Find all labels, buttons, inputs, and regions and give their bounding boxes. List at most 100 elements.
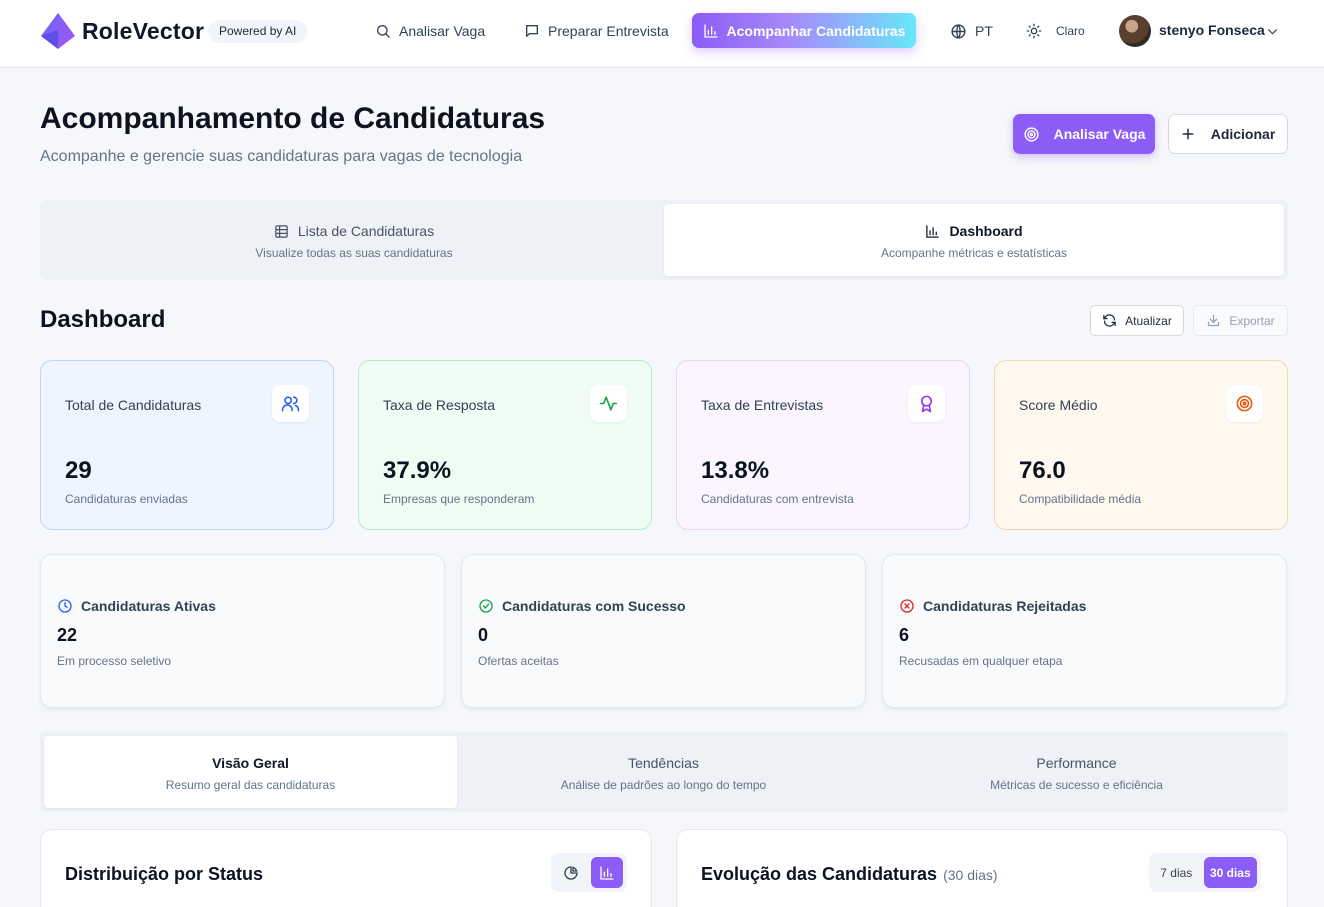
tab-dashboard-label: Dashboard bbox=[949, 223, 1023, 239]
tab-performance[interactable]: Performance Métricas de sucesso e eficiê… bbox=[870, 736, 1283, 808]
stat-value: 76.0 bbox=[1019, 457, 1066, 484]
bar-chart-icon bbox=[926, 224, 940, 238]
target-icon bbox=[1023, 126, 1039, 142]
stat-value: 13.8% bbox=[701, 457, 770, 484]
evolution-panel-title: Evolução das Candidaturas (30 dias) bbox=[701, 864, 998, 885]
stat-desc: Compatibilidade média bbox=[1019, 492, 1142, 506]
theme-toggle[interactable]: Claro bbox=[1026, 14, 1085, 48]
powered-badge: Powered by AI bbox=[208, 20, 308, 43]
nav-track-label: Acompanhar Candidaturas bbox=[726, 22, 906, 39]
stat-desc: Candidaturas com entrevista bbox=[701, 492, 854, 506]
tab-applications-list[interactable]: Lista de Candidaturas Visualize todas as… bbox=[44, 204, 664, 276]
refresh-button[interactable]: Atualizar bbox=[1090, 305, 1184, 336]
evolution-period: (30 dias) bbox=[943, 867, 998, 883]
range-30-days[interactable]: 30 dias bbox=[1203, 857, 1257, 888]
stat-value: 37.9% bbox=[383, 457, 452, 484]
brand-name: RoleVector bbox=[82, 17, 205, 44]
download-icon bbox=[1208, 314, 1220, 327]
check-circle-icon bbox=[479, 599, 493, 613]
stat-desc: Candidaturas enviadas bbox=[65, 492, 188, 506]
nav-analyze-label: Analisar Vaga bbox=[399, 23, 486, 39]
stat-label: Taxa de Entrevistas bbox=[701, 397, 824, 413]
summary-value: 0 bbox=[478, 625, 489, 645]
summary-card-success: Candidaturas com Sucesso 0 Ofertas aceit… bbox=[461, 554, 866, 708]
stat-label: Score Médio bbox=[1019, 397, 1098, 413]
tab-overview-label: Visão Geral bbox=[212, 755, 289, 771]
stat-icon-box bbox=[908, 385, 945, 422]
export-button[interactable]: Exportar bbox=[1193, 305, 1288, 336]
period-toggle: 7 dias 30 dias bbox=[1149, 853, 1261, 892]
summary-title: Candidaturas Ativas bbox=[57, 598, 216, 614]
stat-card-average-score: Score Médio 76.0 Compatibilidade média bbox=[994, 360, 1288, 530]
bar-chart-icon bbox=[600, 865, 614, 880]
language-selector[interactable]: PT bbox=[950, 14, 993, 48]
avatar[interactable] bbox=[1119, 15, 1151, 47]
sub-tabs: Visão Geral Resumo geral das candidatura… bbox=[40, 732, 1288, 812]
summary-card-active: Candidaturas Ativas 22 Em processo selet… bbox=[40, 554, 445, 708]
message-square-icon bbox=[526, 25, 538, 37]
stat-card-response-rate: Taxa de Resposta 37.9% Empresas que resp… bbox=[358, 360, 652, 530]
summary-value: 6 bbox=[899, 625, 910, 645]
stat-card-interview-rate: Taxa de Entrevistas 13.8% Candidaturas c… bbox=[676, 360, 970, 530]
tab-dashboard[interactable]: Dashboard Acompanhe métricas e estatísti… bbox=[664, 204, 1284, 276]
clock-icon bbox=[58, 599, 72, 613]
activity-icon bbox=[599, 396, 618, 411]
chevron-down-icon[interactable] bbox=[1266, 25, 1279, 38]
stat-icon-box bbox=[272, 385, 309, 422]
nav-prepare-interview[interactable]: Preparar Entrevista bbox=[524, 14, 669, 48]
summary-desc: Ofertas aceitas bbox=[478, 654, 559, 668]
tab-applications-desc: Visualize todas as suas candidaturas bbox=[255, 246, 453, 260]
status-distribution-panel: Distribuição por Status bbox=[40, 829, 652, 907]
summary-label: Candidaturas Ativas bbox=[81, 598, 216, 614]
summary-label: Candidaturas Rejeitadas bbox=[923, 598, 1087, 614]
chart-type-toggle bbox=[551, 853, 627, 892]
stat-value: 29 bbox=[65, 457, 92, 484]
tab-applications-label: Lista de Candidaturas bbox=[297, 223, 435, 239]
tab-overview-desc: Resumo geral das candidaturas bbox=[165, 778, 336, 792]
summary-card-rejected: Candidaturas Rejeitadas 6 Recusadas em q… bbox=[882, 554, 1287, 708]
status-panel-title: Distribuição por Status bbox=[65, 864, 264, 884]
plus-icon bbox=[1182, 128, 1194, 140]
evolution-title-text: Evolução das Candidaturas bbox=[701, 864, 938, 884]
table-icon bbox=[275, 224, 288, 238]
stat-desc: Empresas que responderam bbox=[383, 492, 535, 506]
pie-chart-toggle[interactable] bbox=[555, 857, 587, 888]
user-name[interactable]: stenyo Fonseca bbox=[1159, 22, 1265, 38]
target-icon bbox=[1236, 395, 1253, 412]
nav-analyze-job[interactable]: Analisar Vaga bbox=[375, 14, 485, 48]
tab-performance-label: Performance bbox=[1036, 755, 1117, 771]
theme-label: Claro bbox=[1056, 24, 1085, 38]
x-circle-icon bbox=[900, 599, 914, 613]
nav-track-applications[interactable]: Acompanhar Candidaturas bbox=[692, 13, 916, 48]
summary-value: 22 bbox=[57, 625, 78, 645]
award-icon bbox=[920, 395, 933, 413]
bar-chart-toggle[interactable] bbox=[591, 857, 623, 888]
sun-icon bbox=[1026, 23, 1042, 39]
stat-label: Total de Candidaturas bbox=[65, 397, 202, 413]
add-label: Adicionar bbox=[1210, 126, 1276, 142]
language-label: PT bbox=[975, 23, 993, 39]
globe-icon bbox=[951, 23, 966, 39]
page-title: Acompanhamento de Candidaturas bbox=[40, 102, 546, 135]
tab-overview[interactable]: Visão Geral Resumo geral das candidatura… bbox=[44, 736, 457, 808]
main-tabs: Lista de Candidaturas Visualize todas as… bbox=[40, 200, 1288, 280]
stat-icon-box bbox=[590, 385, 627, 422]
range-7-days[interactable]: 7 dias bbox=[1160, 865, 1193, 880]
tab-trends[interactable]: Tendências Análise de padrões ao longo d… bbox=[457, 736, 870, 808]
analyze-job-button[interactable]: Analisar Vaga bbox=[1013, 114, 1155, 154]
logo[interactable]: RoleVector bbox=[40, 12, 204, 50]
add-button[interactable]: Adicionar bbox=[1168, 114, 1288, 154]
pie-chart-icon bbox=[564, 865, 578, 880]
logo-icon bbox=[41, 13, 75, 49]
refresh-label: Atualizar bbox=[1125, 313, 1172, 328]
tab-trends-label: Tendências bbox=[628, 755, 699, 771]
refresh-icon bbox=[1103, 314, 1116, 327]
bar-chart-icon bbox=[703, 23, 718, 38]
tab-trends-desc: Análise de padrões ao longo do tempo bbox=[560, 778, 767, 792]
export-label: Exportar bbox=[1229, 313, 1275, 328]
dashboard-title: Dashboard bbox=[40, 306, 166, 333]
search-icon bbox=[377, 25, 390, 38]
tab-performance-desc: Métricas de sucesso e eficiência bbox=[990, 778, 1163, 792]
nav-prepare-label: Preparar Entrevista bbox=[548, 23, 669, 39]
summary-title: Candidaturas Rejeitadas bbox=[899, 598, 1086, 614]
